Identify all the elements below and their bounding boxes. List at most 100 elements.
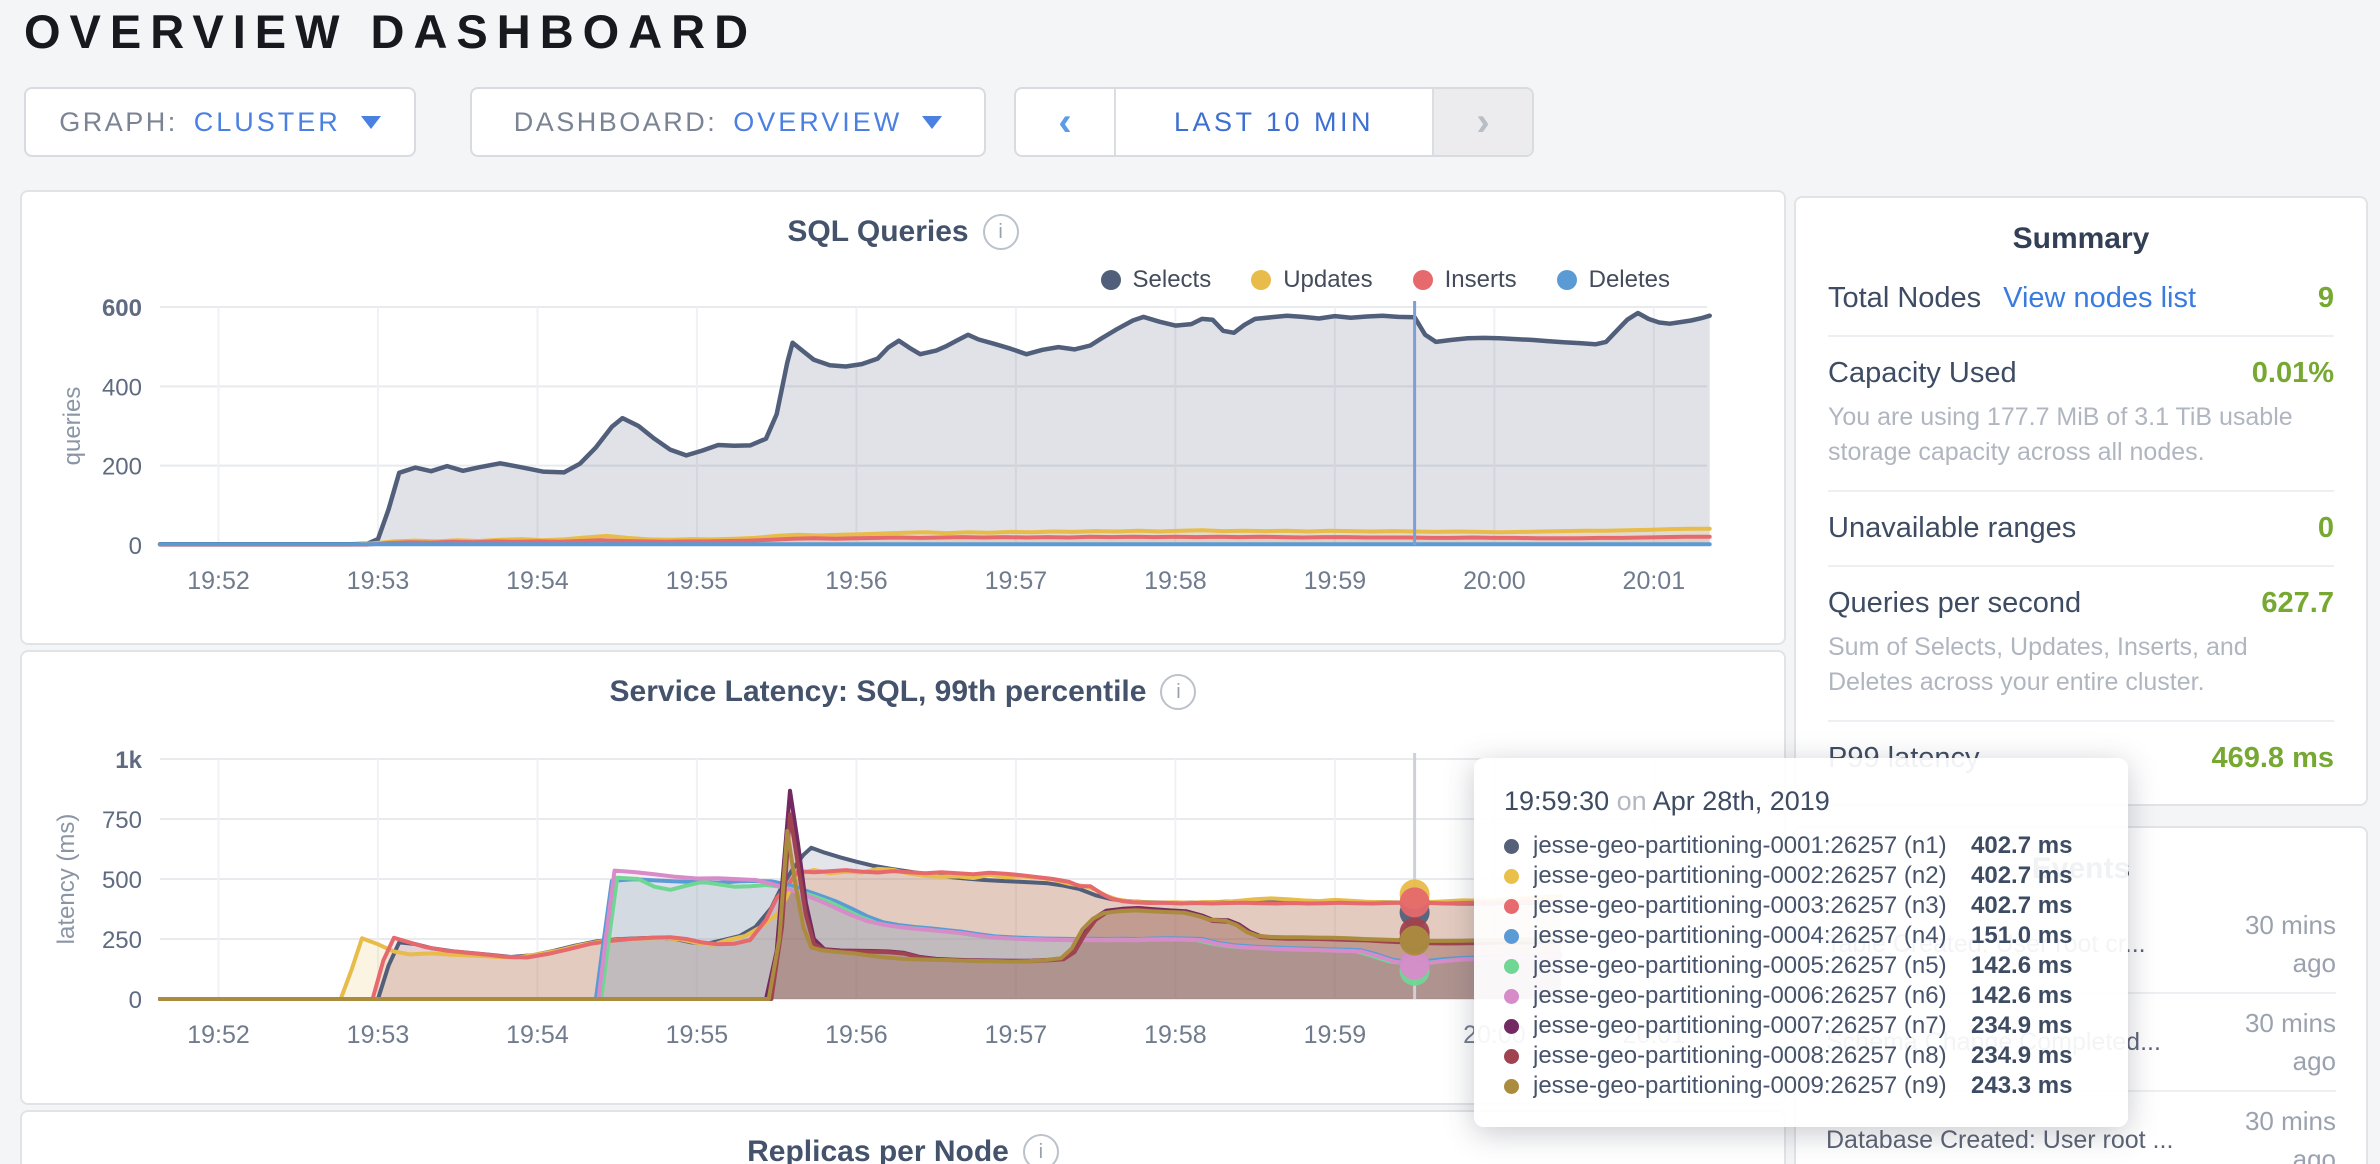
tooltip-series-row: jesse-geo-partitioning-0003:26257 (n3) 40…	[1504, 891, 2100, 921]
svg-text:19:52: 19:52	[187, 567, 250, 595]
legend-label: Inserts	[1444, 266, 1517, 293]
event-list-item[interactable]: Database Created: User root ... 30 mins ag…	[1826, 1092, 2336, 1164]
svg-text:19:57: 19:57	[985, 567, 1048, 595]
svg-text:19:55: 19:55	[666, 567, 729, 595]
event-timestamp: 30 mins ago	[2244, 910, 2336, 978]
page-title: OVERVIEW DASHBOARD	[24, 5, 758, 58]
series-dot-icon	[1504, 868, 1519, 884]
summary-row-unavailable-ranges: Unavailable ranges 0	[1828, 492, 2334, 567]
series-areas	[160, 313, 1710, 545]
info-icon[interactable]: i	[982, 214, 1019, 250]
summary-row-qps: Queries per second 627.7 Sum of Selects,…	[1828, 567, 2334, 722]
svg-text:20:00: 20:00	[1463, 567, 1526, 595]
svg-text:19:53: 19:53	[347, 1021, 410, 1049]
tooltip-series-row: jesse-geo-partitioning-0001:26257 (n1) 40…	[1504, 831, 2100, 861]
series-dot-icon	[1504, 1048, 1519, 1064]
svg-text:0: 0	[129, 987, 142, 1014]
tooltip-series-row: jesse-geo-partitioning-0006:26257 (n6) 14…	[1504, 981, 2100, 1011]
series-dot-icon	[1504, 1078, 1519, 1094]
view-nodes-list-link[interactable]: View nodes list	[2003, 282, 2197, 314]
info-icon[interactable]: i	[1022, 1134, 1059, 1164]
legend-item-deletes[interactable]: Deletes	[1556, 266, 1670, 294]
tooltip-node-name: jesse-geo-partitioning-0001:26257 (n1)	[1533, 832, 1947, 859]
crosshair-markers	[1399, 879, 1430, 986]
chevron-left-icon: ‹	[1058, 99, 1072, 144]
series-dot-icon	[1504, 898, 1519, 914]
svg-text:19:59: 19:59	[1304, 567, 1367, 595]
tooltip-node-name: jesse-geo-partitioning-0004:26257 (n4)	[1533, 922, 1947, 949]
tooltip-date: Apr 28th, 2019	[1652, 786, 1830, 816]
svg-text:19:58: 19:58	[1144, 567, 1207, 595]
svg-text:19:53: 19:53	[347, 567, 410, 595]
tooltip-node-value: 402.7 ms	[1971, 892, 2073, 919]
p99-latency-value: 469.8 ms	[2211, 742, 2334, 774]
svg-text:19:58: 19:58	[1144, 1021, 1207, 1049]
svg-text:19:56: 19:56	[825, 567, 888, 595]
svg-text:latency (ms): latency (ms)	[53, 814, 80, 945]
dashboard-dropdown-value: OVERVIEW	[733, 106, 903, 137]
svg-text:200: 200	[102, 454, 142, 481]
tooltip-node-value: 234.9 ms	[1971, 1012, 2073, 1039]
tooltip-node-value: 142.6 ms	[1971, 982, 2073, 1009]
legend-label: Selects	[1132, 266, 1212, 293]
summary-panel: Summary Total Nodes View nodes list 9 Ca…	[1794, 196, 2368, 806]
tooltip-node-value: 234.9 ms	[1971, 1042, 2073, 1069]
legend-label: Deletes	[1588, 266, 1670, 293]
time-range-next-button[interactable]: ›	[1432, 89, 1532, 155]
svg-text:500: 500	[102, 867, 142, 894]
total-nodes-value: 9	[2317, 282, 2334, 314]
tooltip-series-row: jesse-geo-partitioning-0007:26257 (n7) 23…	[1504, 1011, 2100, 1041]
dashboard-dropdown[interactable]: DASHBOARD: OVERVIEW	[470, 87, 986, 157]
tooltip-node-value: 151.0 ms	[1971, 922, 2073, 949]
graph-dropdown[interactable]: GRAPH: CLUSTER	[24, 87, 416, 157]
svg-text:19:55: 19:55	[666, 1021, 729, 1049]
legend-dot-icon	[1251, 270, 1272, 290]
summary-row-total-nodes: Total Nodes View nodes list 9	[1828, 262, 2334, 337]
service-latency-title: Service Latency: SQL, 99th percentile	[609, 675, 1147, 708]
legend-dot-icon	[1100, 270, 1121, 290]
tooltip-node-value: 402.7 ms	[1971, 862, 2073, 889]
svg-text:1k: 1k	[115, 747, 142, 774]
tooltip-series-row: jesse-geo-partitioning-0002:26257 (n2) 40…	[1504, 861, 2100, 891]
series-dot-icon	[1504, 1018, 1519, 1034]
time-range-prev-button[interactable]: ‹	[1016, 89, 1116, 155]
tooltip-series-row: jesse-geo-partitioning-0008:26257 (n8) 23…	[1504, 1041, 2100, 1071]
legend-item-updates[interactable]: Updates	[1251, 266, 1373, 294]
service-latency-card: Service Latency: SQL, 99th percentile i …	[20, 650, 1786, 1105]
event-text: Database Created: User root ...	[1826, 1125, 2174, 1154]
legend-label: Updates	[1283, 266, 1373, 293]
tooltip-on-word: on	[1616, 786, 1647, 816]
service-latency-chart: 0 250 500 750 1k 19:52 19:53 19:54 19:55 19:56 19:…	[53, 747, 1707, 1049]
replicas-per-node-title: Replicas per Node	[747, 1135, 1009, 1164]
tooltip-node-value: 402.7 ms	[1971, 832, 2073, 859]
event-timestamp: 30 mins ago	[2244, 1008, 2336, 1076]
legend-dot-icon	[1556, 270, 1577, 290]
tooltip-series-row: jesse-geo-partitioning-0004:26257 (n4) 15…	[1504, 921, 2100, 951]
graph-dropdown-value: CLUSTER	[193, 106, 341, 137]
qps-subtext: Sum of Selects, Updates, Inserts, and De…	[1828, 633, 2248, 696]
summary-row-capacity: Capacity Used 0.01% You are using 177.7 …	[1828, 337, 2334, 492]
tooltip-series-row: jesse-geo-partitioning-0005:26257 (n5) 14…	[1504, 951, 2100, 981]
tooltip-node-name: jesse-geo-partitioning-0008:26257 (n8)	[1533, 1042, 1947, 1069]
series-dot-icon	[1504, 958, 1519, 974]
legend-item-selects[interactable]: Selects	[1100, 266, 1212, 294]
svg-text:400: 400	[102, 374, 142, 401]
qps-label: Queries per second	[1828, 587, 2082, 619]
capacity-used-value: 0.01%	[2251, 357, 2334, 389]
qps-value: 627.7	[2261, 587, 2334, 619]
summary-title: Summary	[2012, 222, 2150, 255]
event-timestamp: 30 mins ago	[2244, 1106, 2336, 1164]
chevron-right-icon: ›	[1476, 99, 1490, 144]
chevron-down-icon	[360, 115, 381, 129]
time-range-label[interactable]: LAST 10 MIN	[1173, 106, 1375, 137]
legend-item-inserts[interactable]: Inserts	[1412, 266, 1517, 294]
total-nodes-label: Total Nodes	[1828, 282, 1982, 314]
series-dot-icon	[1504, 838, 1519, 854]
info-icon[interactable]: i	[1160, 674, 1197, 710]
dashboard-dropdown-label: DASHBOARD:	[513, 106, 718, 137]
capacity-used-label: Capacity Used	[1828, 357, 2017, 389]
tooltip-node-name: jesse-geo-partitioning-0002:26257 (n2)	[1533, 862, 1947, 889]
unavailable-ranges-label: Unavailable ranges	[1828, 512, 2077, 544]
svg-text:250: 250	[102, 927, 142, 954]
svg-text:19:52: 19:52	[187, 1021, 250, 1049]
